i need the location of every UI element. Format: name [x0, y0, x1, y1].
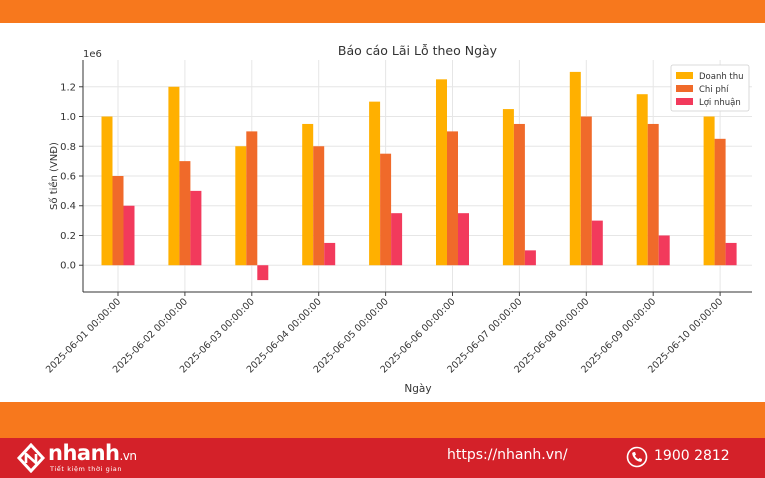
bar-lợi-nhuận: [190, 190, 202, 266]
footer: nhanh.vn Tiết kiệm thời gian https://nha…: [0, 438, 765, 478]
legend-swatch: [676, 85, 693, 92]
brand-tld: .vn: [119, 449, 137, 463]
bar-lợi-nhuận: [257, 265, 269, 281]
y-tick-label: 0.8: [60, 142, 76, 153]
bar-chi-phí: [714, 138, 726, 266]
bar-doanh-thu: [502, 109, 514, 266]
chart-area: 0.0 0.2 0.4 0.6 0.8 1.0 1.2 2025-06-01 00:00:00…: [0, 23, 765, 402]
top-banner: [0, 0, 765, 23]
bar-chi-phí: [513, 123, 525, 266]
bar-chi-phí: [112, 176, 124, 266]
phone-icon: [626, 446, 648, 468]
bar-doanh-thu: [703, 116, 715, 266]
brand-name-text: nhanh: [48, 441, 120, 465]
website-link[interactable]: https://nhanh.vn/: [447, 447, 568, 463]
chart-title: Báo cáo Lãi Lỗ theo Ngày: [338, 43, 498, 58]
profit-loss-chart: 0.0 0.2 0.4 0.6 0.8 1.0 1.2 2025-06-01 00:00:00…: [44, 43, 752, 395]
bar-lợi-nhuận: [524, 250, 536, 266]
legend-swatch: [676, 72, 693, 79]
bar-chi-phí: [580, 116, 592, 266]
bar-chi-phí: [447, 131, 458, 266]
bar-lợi-nhuận: [458, 213, 469, 266]
bar-chi-phí: [647, 123, 659, 266]
middle-banner: [0, 402, 765, 438]
y-tick-label: 1.2: [60, 82, 76, 93]
bar-doanh-thu: [168, 86, 180, 266]
bar-lợi-nhuận: [324, 242, 336, 266]
x-axis-label: Ngày: [404, 383, 431, 395]
y-axis-label: Số tiền (VNĐ): [48, 142, 60, 210]
bar-doanh-thu: [101, 116, 113, 266]
bar-doanh-thu: [235, 146, 247, 266]
bar-lợi-nhuận: [725, 242, 737, 266]
bar-doanh-thu: [569, 71, 581, 266]
x-tick-label: 2025-06-06 00:00:00: [378, 296, 457, 375]
legend-label: Doanh thu: [699, 72, 744, 82]
x-tick-label: 2025-06-08 00:00:00: [512, 296, 591, 375]
phone-number: 1900 2812: [654, 448, 730, 464]
bar-doanh-thu: [302, 123, 314, 266]
bar-doanh-thu: [436, 79, 447, 266]
nhanh-logo-icon: [16, 443, 46, 473]
bar-lợi-nhuận: [658, 235, 670, 266]
bar-lợi-nhuận: [391, 213, 403, 266]
bar-chi-phí: [246, 131, 258, 266]
y-tick-label: 1.0: [60, 112, 76, 123]
bar-lợi-nhuận: [591, 220, 603, 266]
bar-doanh-thu: [636, 94, 648, 266]
bar-chi-phí: [313, 146, 325, 266]
x-tick-label: 2025-06-05 00:00:00: [312, 296, 391, 375]
brand-slogan: Tiết kiệm thời gian: [50, 465, 123, 473]
x-tick-label: 2025-06-07 00:00:00: [445, 296, 524, 375]
y-offset-label: 1e6: [83, 49, 102, 60]
x-tick-label: 2025-06-04 00:00:00: [245, 296, 324, 375]
legend-swatch: [676, 98, 693, 105]
bar-lợi-nhuận: [123, 205, 135, 266]
y-tick-label: 0.2: [60, 231, 76, 242]
y-tick-label: 0.0: [60, 261, 76, 272]
y-tick-label: 0.4: [60, 201, 76, 212]
brand-logo[interactable]: nhanh.vn Tiết kiệm thời gian: [16, 441, 156, 473]
x-tick-label: 2025-06-09 00:00:00: [579, 296, 658, 375]
bar-doanh-thu: [369, 101, 381, 266]
brand-name: nhanh.vn: [48, 441, 137, 465]
bar-chi-phí: [380, 153, 392, 266]
y-tick-label: 0.6: [60, 172, 76, 183]
legend-label: Lợi nhuận: [699, 98, 741, 108]
x-tick-label: 2025-06-10 00:00:00: [646, 296, 725, 375]
x-tick-label: 2025-06-03 00:00:00: [178, 296, 257, 375]
x-tick-label: 2025-06-01 00:00:00: [44, 296, 123, 375]
legend-label: Chi phí: [699, 85, 729, 95]
bar-chi-phí: [179, 161, 191, 266]
x-tick-label: 2025-06-02 00:00:00: [111, 296, 190, 375]
